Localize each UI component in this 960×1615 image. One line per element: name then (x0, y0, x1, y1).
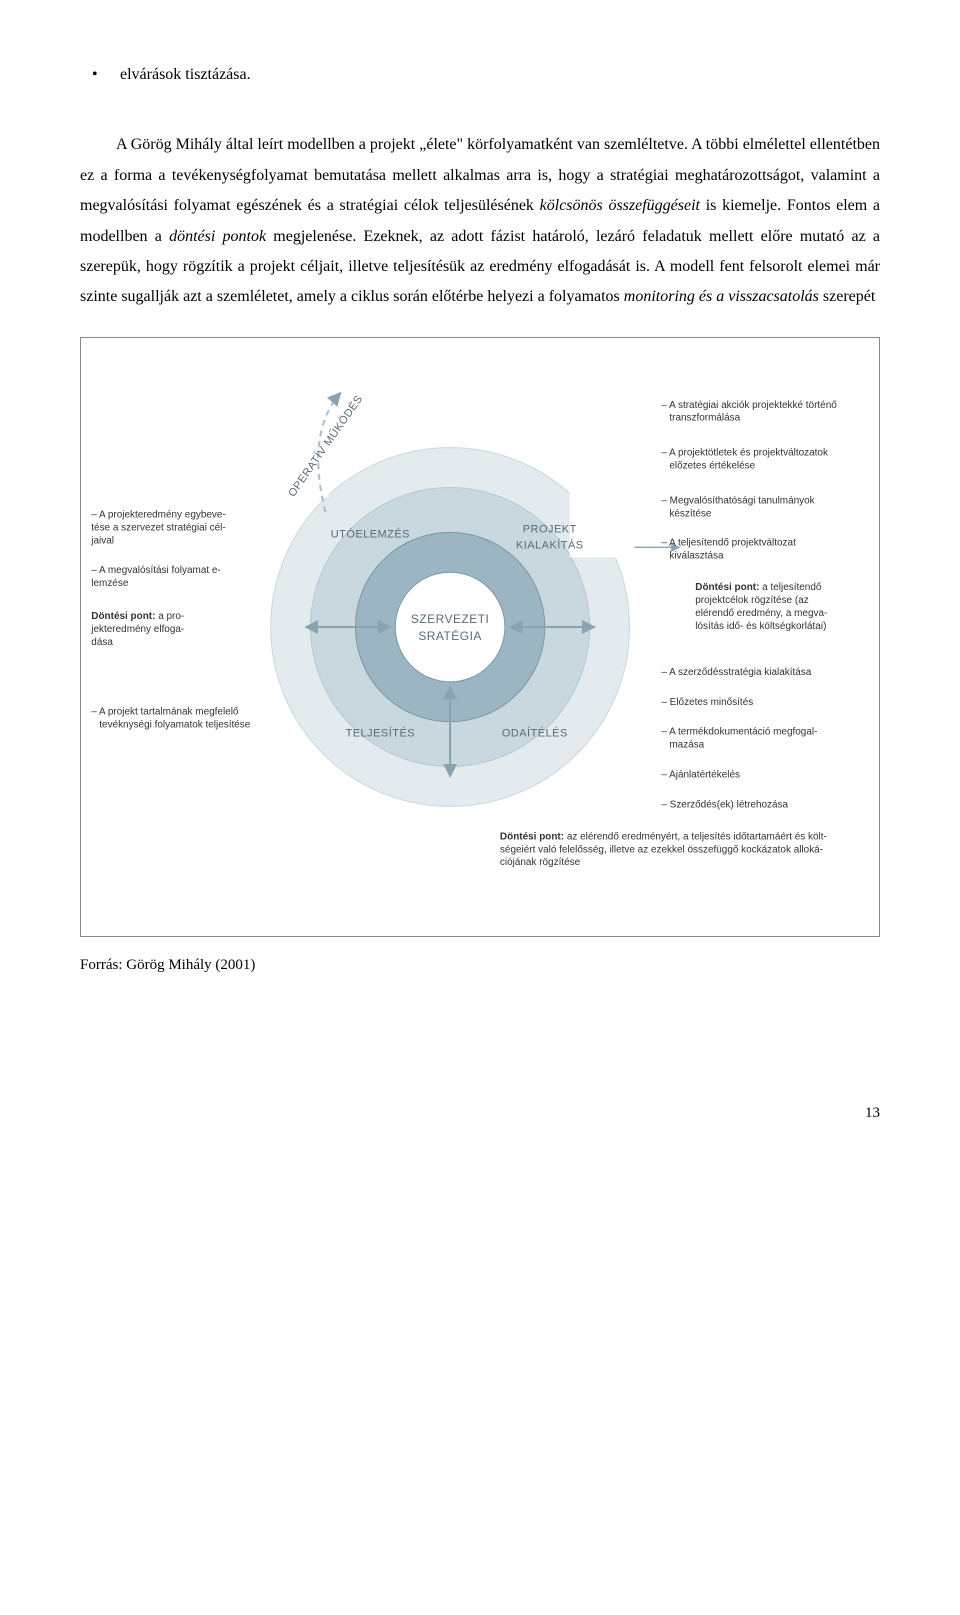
right-note: – A stratégiai akciók projektekké történ… (661, 400, 837, 411)
right-note: – Előzetes minősítés (661, 697, 753, 708)
left-note: – A projekteredmény egybeve- (91, 509, 225, 520)
left-note: jaival (90, 535, 114, 546)
center-label-2: SRATÉGIA (418, 628, 482, 643)
center-label-1: SZERVEZETI (411, 612, 490, 626)
bullet-item: elvárások tisztázása. (120, 60, 880, 90)
right-note: – Megvalósíthatósági tanulmányok (661, 495, 814, 506)
txt: szerepét (819, 288, 875, 305)
right-note: készítése (669, 508, 712, 519)
right-note: ciójának rögzítése (500, 857, 581, 868)
figure-source: Forrás: Görög Mihály (2001) (80, 951, 880, 980)
right-note: – A szerződésstratégia kialakítása (661, 667, 811, 678)
left-note: jekteredmény elfoga- (90, 624, 184, 635)
right-note: – A termékdokumentáció megfogal- (661, 726, 817, 737)
right-note: lósítás idő- és költségkorlátai) (695, 621, 826, 632)
left-note: tevéknységi folyamatok teljesítése (99, 719, 250, 730)
right-note: előzetes értékelése (669, 460, 755, 471)
txt-italic: monitoring és a visszacsatolás (624, 288, 819, 305)
txt-italic: kölcsönös összefüggéseit (540, 197, 700, 214)
right-note: – A teljesítendő projektváltozat (661, 537, 796, 548)
diagram-svg: SZERVEZETI SRATÉGIA UTÓELEMZÉS PROJEKT K… (81, 338, 879, 936)
phase-odaiteles: ODAÍTÉLÉS (502, 726, 568, 739)
left-note: – A projekt tartalmának megfelelő (91, 706, 239, 717)
right-note: – A projektötletek és projektváltozatok (661, 447, 828, 458)
right-note: projektcélok rögzítése (az (695, 595, 808, 606)
txt-italic: döntési pontok (169, 228, 266, 245)
project-cycle-diagram: SZERVEZETI SRATÉGIA UTÓELEMZÉS PROJEKT K… (80, 337, 880, 937)
phase-projekt-1: PROJEKT (523, 523, 577, 535)
right-note-decision: Döntési pont: az elérendő eredményért, a… (500, 831, 827, 842)
right-note: kiválasztása (669, 550, 724, 561)
page-number: 13 (80, 1099, 880, 1128)
phase-teljesites: TELJESÍTÉS (346, 726, 416, 739)
right-note: – Szerződés(ek) létrehozása (661, 799, 788, 810)
phase-projekt-2: KIALAKÍTÁS (516, 538, 584, 551)
right-note: elérendő eredmény, a megva- (695, 608, 827, 619)
left-note: – A megvalósítási folyamat e- (91, 565, 220, 576)
left-note: lemzése (91, 578, 129, 589)
right-note-decision: Döntési pont: a teljesítendő (695, 582, 822, 593)
right-note: mazása (669, 739, 704, 750)
right-note: – Ajánlatértékelés (661, 769, 740, 780)
left-note-decision: Döntési pont: a pro- (91, 611, 184, 622)
phase-utoelemzes: UTÓELEMZÉS (331, 527, 410, 540)
right-note: transzformálása (669, 412, 740, 423)
left-note: dása (91, 637, 113, 648)
body-paragraph: A Görög Mihály által leírt modellben a p… (80, 130, 880, 312)
left-note: tése a szervezet stratégiai cél- (91, 522, 225, 533)
right-note: ségeiért való felelősség, illetve az eze… (500, 844, 823, 855)
